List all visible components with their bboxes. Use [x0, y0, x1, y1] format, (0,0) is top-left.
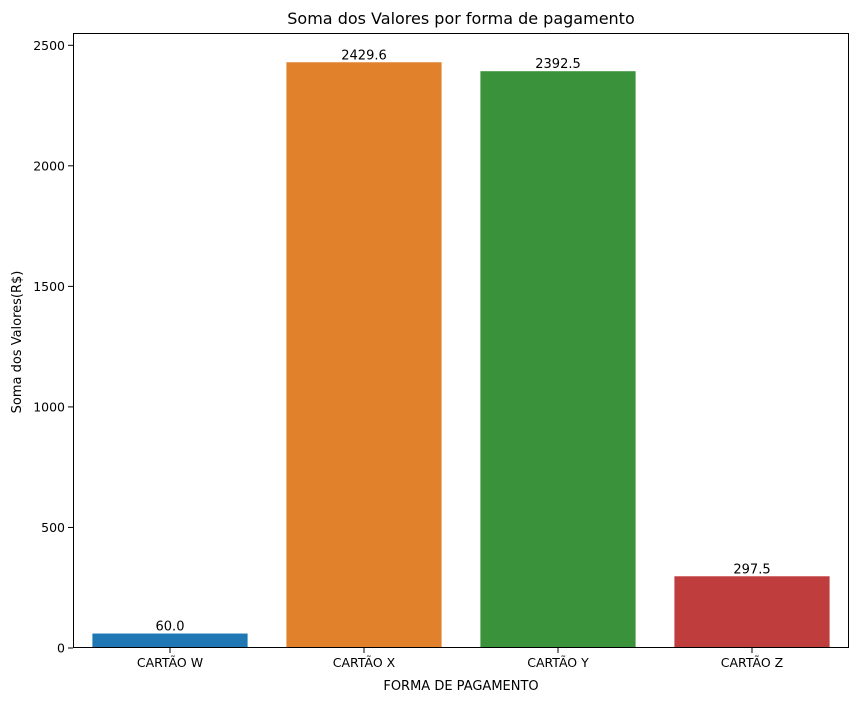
x-tick-label-2: CARTÃO X — [333, 655, 396, 670]
bar-2 — [286, 62, 442, 649]
data-label-3: 2392.5 — [535, 57, 581, 72]
x-tick-label-4: CARTÃO Z — [721, 655, 783, 670]
bars-group — [92, 62, 830, 649]
x-axis-label: FORMA DE PAGAMENTO — [383, 679, 538, 694]
y-tick-label-1: 0 — [57, 641, 65, 656]
y-tick-label-2: 500 — [41, 520, 65, 535]
x-tick-label-1: CARTÃO W — [137, 655, 203, 670]
y-tick-label-5: 2000 — [33, 158, 65, 173]
y-axis: 0 500 1000 1500 2000 2500 — [33, 38, 73, 656]
data-label-1: 60.0 — [156, 620, 185, 635]
x-tick-label-3: CARTÃO Y — [527, 655, 589, 670]
bar-3 — [480, 71, 636, 648]
y-tick-label-3: 1000 — [33, 399, 65, 414]
chart-title: Soma dos Valores por forma de pagamento — [287, 9, 634, 28]
data-label-2: 2429.6 — [341, 48, 387, 63]
x-axis: CARTÃO W CARTÃO X CARTÃO Y CARTÃO Z — [137, 648, 783, 670]
data-labels-group: 60.0 2429.6 2392.5 297.5 — [156, 48, 771, 634]
y-tick-label-4: 1500 — [33, 279, 65, 294]
y-tick-label-6: 2500 — [33, 38, 65, 53]
plot-frame — [73, 33, 849, 648]
data-label-4: 297.5 — [733, 562, 770, 577]
bar-1 — [92, 633, 248, 648]
y-axis-label: Soma dos Valores(R$) — [10, 271, 25, 414]
bar-4 — [674, 576, 830, 648]
